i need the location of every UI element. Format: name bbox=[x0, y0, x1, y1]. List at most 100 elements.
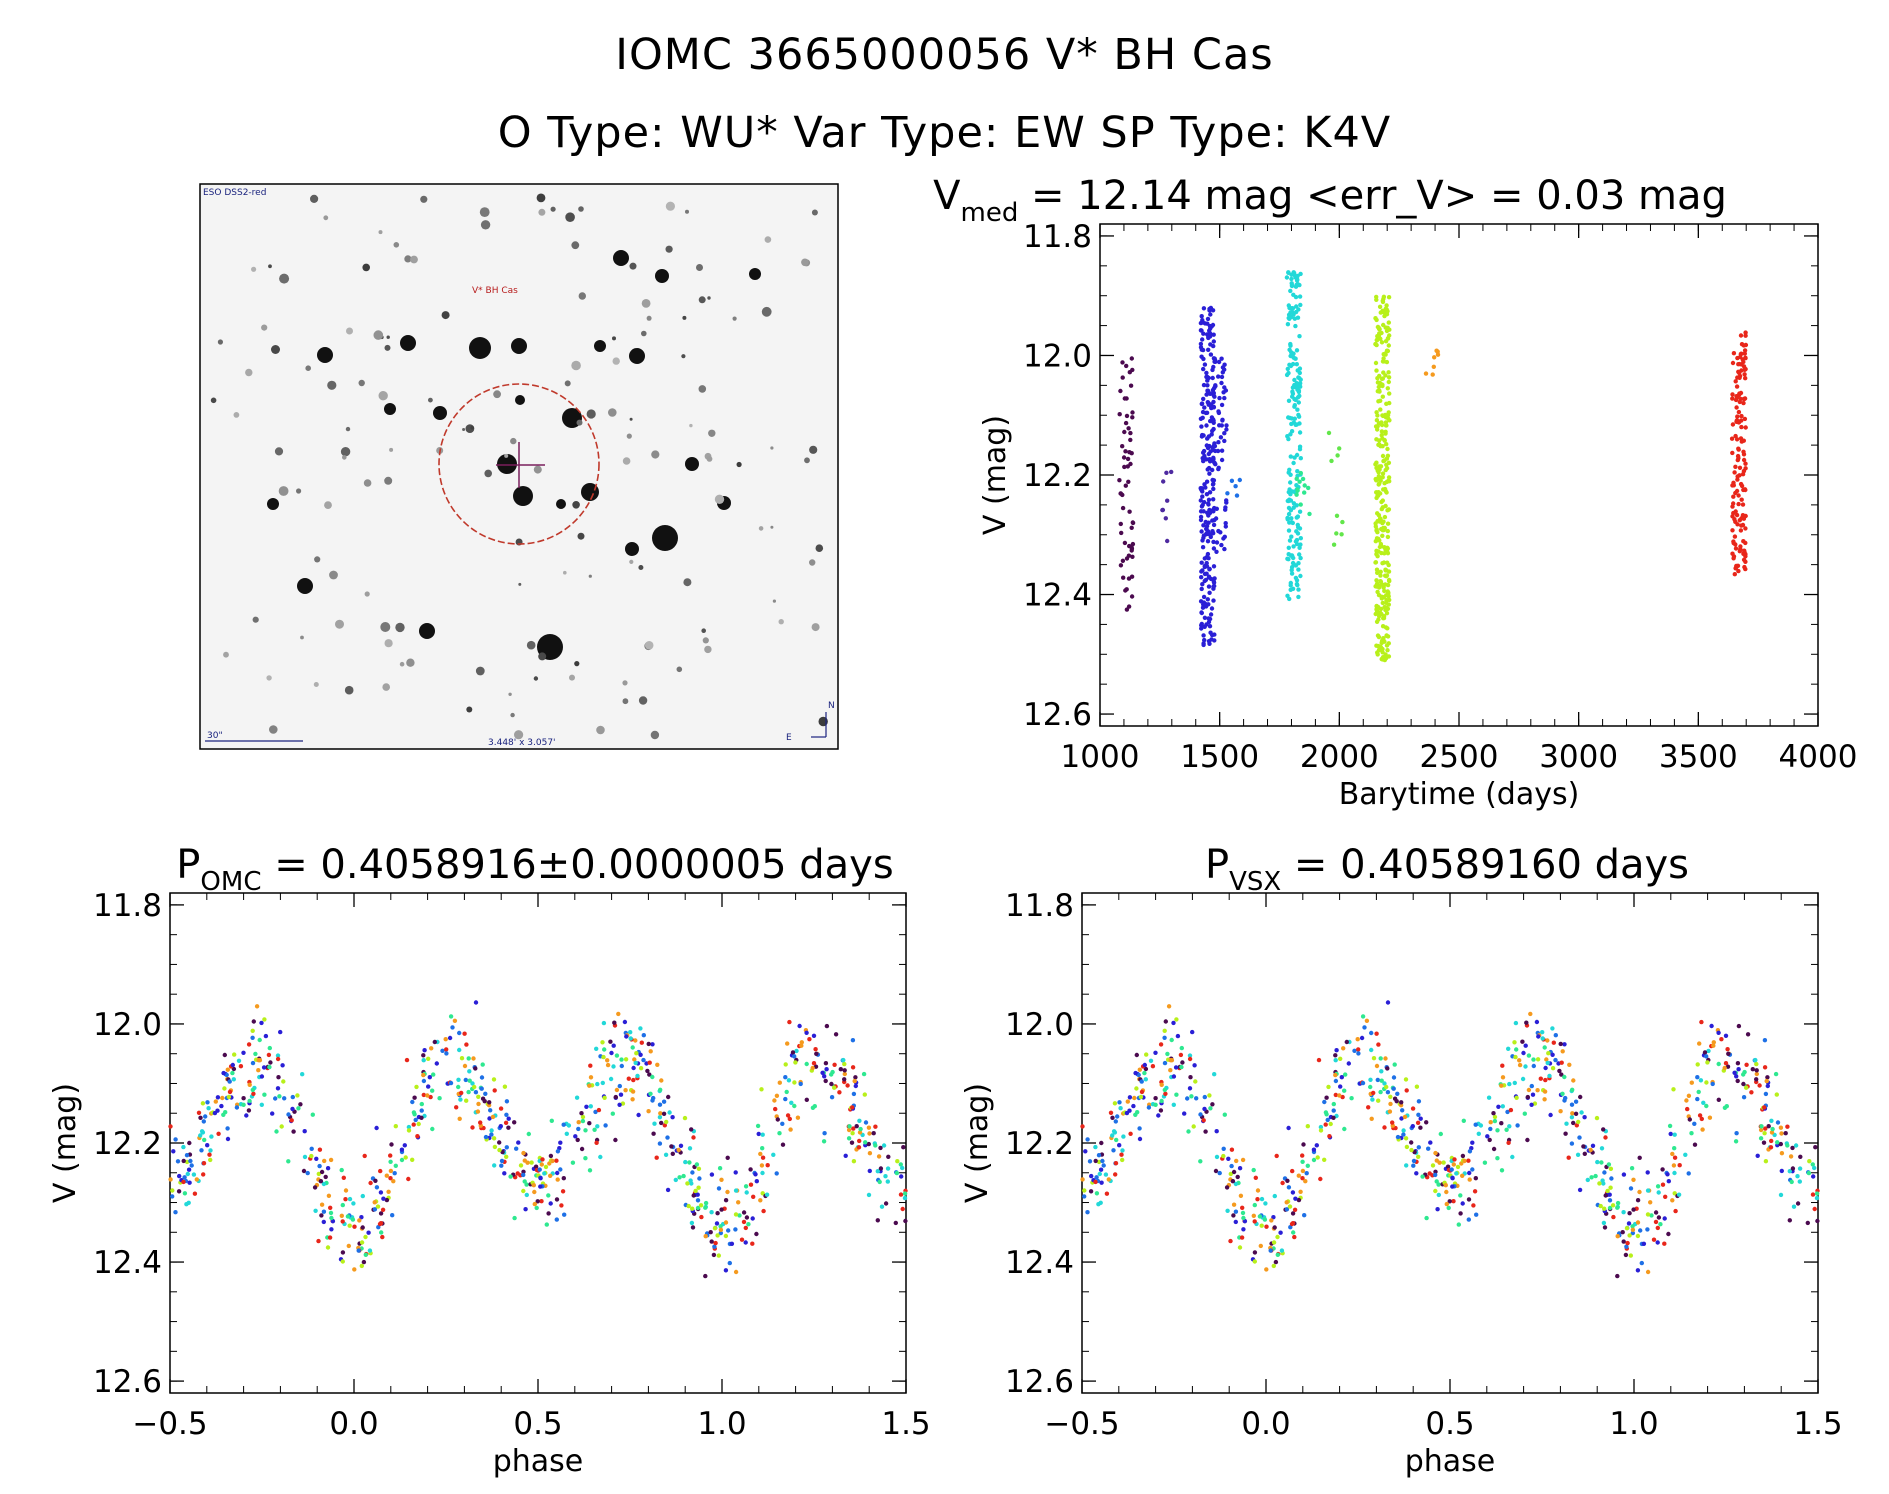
phase-omc-point bbox=[406, 1176, 411, 1182]
phase-vsx-point bbox=[1550, 1026, 1555, 1031]
phase-vsx-point bbox=[1515, 1123, 1520, 1128]
phase-vsx-point bbox=[1602, 1170, 1607, 1175]
phase-vsx-point bbox=[1392, 1062, 1397, 1067]
phase-omc-point bbox=[503, 1120, 509, 1126]
phase-vsx-point bbox=[1530, 1092, 1536, 1097]
lightcurve-point bbox=[1287, 538, 1293, 543]
phase-vsx-point bbox=[1810, 1192, 1816, 1197]
phase-vsx-ytick-label: 12.0 bbox=[1005, 1007, 1074, 1043]
phase-omc-point bbox=[384, 1197, 390, 1203]
phase-vsx-point bbox=[1198, 1159, 1203, 1164]
lightcurve-point bbox=[1209, 432, 1214, 437]
phase-omc-point bbox=[576, 1126, 581, 1132]
phase-omc-point bbox=[602, 1095, 607, 1101]
phase-vsx-point bbox=[1296, 1173, 1302, 1178]
phase-vsx-point bbox=[1384, 1084, 1389, 1090]
phase-vsx-point bbox=[1790, 1166, 1796, 1171]
lightcurve-xtick-label: 4000 bbox=[1779, 739, 1858, 775]
lightcurve-point bbox=[1734, 405, 1739, 410]
star-faint bbox=[269, 725, 278, 734]
phase-vsx-point bbox=[1651, 1237, 1657, 1242]
star-bright bbox=[267, 498, 279, 510]
lightcurve-point bbox=[1209, 415, 1215, 420]
star-faint bbox=[683, 578, 692, 587]
phase-omc-point bbox=[583, 1156, 588, 1161]
phase-vsx-point bbox=[1653, 1210, 1659, 1215]
lightcurve-point bbox=[1291, 562, 1296, 567]
phase-omc-point bbox=[667, 1110, 672, 1115]
phase-vsx-point bbox=[1655, 1184, 1661, 1189]
lightcurve-point bbox=[1198, 514, 1204, 520]
phase-vsx-point bbox=[1427, 1171, 1432, 1176]
star-faint bbox=[641, 299, 651, 308]
phase-vsx-point bbox=[1274, 1153, 1279, 1159]
phase-omc-point bbox=[845, 1083, 850, 1088]
phase-vsx-point bbox=[1569, 1115, 1575, 1120]
phase-omc-point bbox=[532, 1189, 537, 1195]
phase-vsx-point bbox=[1410, 1124, 1416, 1129]
lightcurve-point bbox=[1200, 415, 1205, 420]
phase-omc-point bbox=[558, 1167, 563, 1172]
star-faint bbox=[809, 445, 818, 454]
phase-omc-point bbox=[850, 1038, 856, 1043]
phase-omc-point bbox=[341, 1175, 346, 1181]
phase-vsx-point bbox=[1500, 1075, 1506, 1080]
phase-omc-point bbox=[539, 1162, 544, 1167]
lightcurve-point bbox=[1286, 470, 1291, 475]
phase-vsx-point bbox=[1769, 1130, 1775, 1135]
phase-vsx-point bbox=[1470, 1140, 1475, 1145]
lightcurve-point bbox=[1386, 343, 1392, 348]
lightcurve-point bbox=[1381, 294, 1387, 299]
phase-omc-point bbox=[850, 1131, 855, 1136]
phase-omc-point bbox=[230, 1070, 235, 1076]
phase-omc-point bbox=[691, 1135, 696, 1140]
star-faint bbox=[626, 433, 632, 439]
star-faint bbox=[384, 344, 391, 351]
lightcurve-point bbox=[1127, 450, 1132, 455]
phase-vsx-point bbox=[1225, 1208, 1230, 1214]
phase-vsx-point bbox=[1318, 1124, 1324, 1130]
phase-omc-point bbox=[772, 1098, 777, 1103]
phase-omc-point bbox=[208, 1157, 213, 1163]
phase-omc-point bbox=[601, 1020, 607, 1026]
phase-vsx-point bbox=[1156, 1113, 1161, 1118]
phase-vsx-point bbox=[1222, 1112, 1228, 1117]
phase-omc-point bbox=[525, 1160, 530, 1165]
phase-vsx-point bbox=[1411, 1158, 1417, 1164]
phase-vsx-point bbox=[1704, 1080, 1709, 1085]
phase-vsx-point bbox=[1488, 1120, 1493, 1125]
phase-vsx-point bbox=[1416, 1154, 1421, 1160]
phase-vsx-point bbox=[1763, 1159, 1769, 1164]
phase-vsx-point bbox=[1631, 1207, 1636, 1212]
phase-omc-point bbox=[392, 1171, 397, 1176]
star-faint bbox=[701, 628, 706, 633]
phase-omc-point bbox=[718, 1224, 723, 1229]
star-faint bbox=[612, 336, 616, 341]
lightcurve-point bbox=[1297, 509, 1303, 514]
phase-vsx-point bbox=[1385, 1090, 1391, 1095]
lightcurve-point bbox=[1733, 397, 1739, 403]
phase-vsx-point bbox=[1201, 1118, 1206, 1123]
phase-vsx-point bbox=[1570, 1087, 1575, 1093]
phase-omc-point bbox=[504, 1099, 510, 1104]
phase-vsx-point bbox=[1531, 1057, 1536, 1062]
lightcurve-point bbox=[1218, 435, 1224, 440]
lightcurve-point bbox=[1732, 470, 1737, 475]
phase-omc-point bbox=[290, 1094, 295, 1100]
phase-vsx-point bbox=[1460, 1173, 1465, 1179]
lightcurve-point bbox=[1201, 306, 1207, 311]
phase-vsx-point bbox=[1193, 1079, 1198, 1084]
phase-vsx-point bbox=[1645, 1170, 1650, 1175]
phase-omc-point bbox=[708, 1230, 713, 1235]
phase-vsx-point bbox=[1699, 1019, 1704, 1025]
phase-omc-point bbox=[457, 1030, 462, 1036]
lightcurve-point bbox=[1118, 563, 1124, 568]
phase-vsx-point bbox=[1089, 1173, 1094, 1179]
phase-omc-point bbox=[780, 1121, 785, 1127]
phase-omc-point bbox=[309, 1153, 314, 1159]
lightcurve-point bbox=[1124, 587, 1129, 592]
phase-omc-point bbox=[290, 1106, 295, 1112]
phase-vsx-point bbox=[1113, 1161, 1119, 1166]
phase-omc-point bbox=[368, 1180, 373, 1186]
phase-omc-point bbox=[657, 1141, 663, 1146]
